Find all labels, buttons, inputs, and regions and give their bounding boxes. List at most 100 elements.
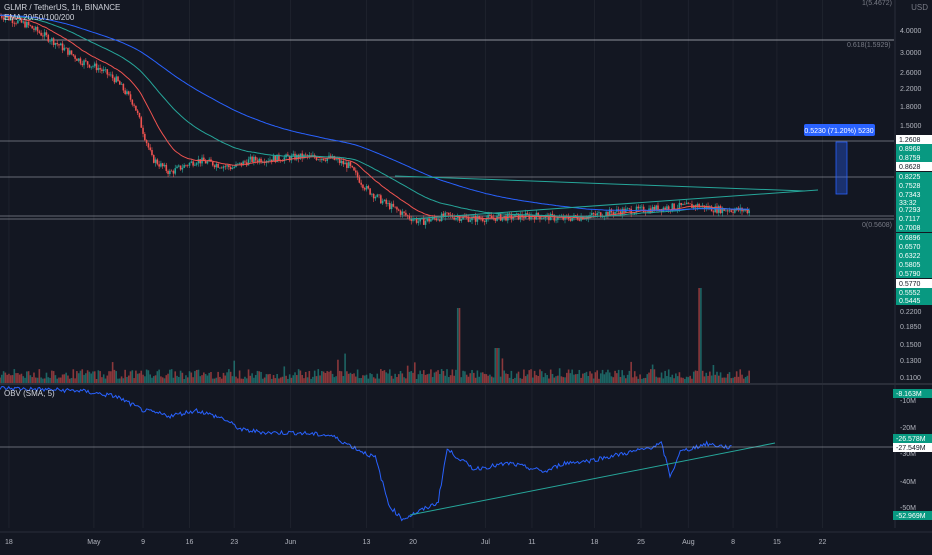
volume-bar	[67, 375, 69, 383]
volume-bar	[564, 377, 566, 383]
volume-bar	[614, 370, 616, 383]
candle	[296, 154, 298, 160]
volume-bar	[430, 369, 432, 383]
volume-bar	[335, 376, 337, 383]
candle	[149, 147, 151, 151]
price-tick-label: 2.2000	[900, 86, 922, 93]
candle	[725, 210, 727, 212]
volume-bar	[524, 376, 527, 383]
candle	[626, 208, 629, 210]
candle	[664, 207, 666, 210]
candle	[170, 170, 173, 172]
candle	[726, 210, 729, 212]
candle	[619, 211, 622, 215]
candle	[135, 105, 137, 111]
candle	[514, 214, 516, 218]
volume-bar	[739, 369, 742, 383]
candle	[437, 219, 439, 221]
volume-bar	[582, 373, 584, 383]
candle	[499, 214, 502, 221]
volume-bar	[726, 373, 729, 383]
volume-bar	[383, 370, 386, 383]
volume-bar	[104, 378, 107, 383]
volume-bar	[678, 372, 681, 383]
volume-bar	[2, 371, 5, 383]
volume-bar	[99, 371, 101, 383]
candle	[188, 162, 191, 166]
price-label-bg	[896, 190, 932, 199]
candle	[70, 50, 73, 55]
volume-bar	[553, 377, 556, 383]
volume-bar	[709, 371, 711, 383]
indicator-legend[interactable]: EMA 20/50/100/200	[4, 13, 75, 22]
price-label: 0.5770	[899, 281, 921, 288]
candle	[42, 35, 44, 37]
candle	[474, 216, 477, 222]
obv-line	[0, 385, 732, 522]
volume-bar	[612, 377, 615, 383]
price-tick-label: 0.1100	[900, 375, 921, 382]
candle	[245, 162, 248, 166]
candle	[269, 159, 271, 161]
volume-bar	[76, 371, 78, 383]
volume-bar	[651, 364, 654, 383]
candle	[678, 202, 681, 209]
candle	[319, 159, 321, 161]
obv-tick-label: -20M	[900, 425, 916, 432]
volume-bar	[85, 373, 87, 383]
volume-bar	[278, 378, 280, 383]
volume-bar	[421, 373, 423, 383]
volume-bar	[710, 375, 713, 383]
volume-bar	[580, 377, 582, 383]
volume-bar	[735, 371, 738, 383]
volume-bar	[319, 375, 321, 383]
volume-bar	[721, 377, 724, 383]
candle	[58, 44, 60, 46]
volume-bar	[294, 372, 296, 383]
time-tick-label: 22	[819, 539, 827, 546]
volume-bar	[170, 369, 173, 383]
volume-bar	[492, 377, 495, 383]
candle	[440, 213, 443, 222]
volume-bar	[589, 371, 591, 383]
volume-bar	[154, 375, 157, 383]
candle	[79, 58, 82, 64]
candle	[707, 205, 709, 209]
obv-pane-label[interactable]: OBV (SMA, 5)	[4, 389, 55, 398]
symbol-title[interactable]: GLMR / TetherUS, 1h, BINANCE	[4, 3, 121, 12]
candle	[228, 165, 230, 168]
candle	[267, 160, 269, 162]
candle	[367, 186, 370, 189]
volume-bar	[424, 374, 427, 383]
volume-bar	[358, 378, 361, 383]
price-label-bg	[896, 279, 932, 288]
volume-bar	[428, 373, 430, 383]
volume-bar	[587, 375, 590, 383]
candle	[215, 163, 218, 168]
candle	[158, 164, 160, 167]
volume-bar	[72, 369, 75, 383]
candle	[723, 208, 725, 211]
price-label-bg	[896, 162, 932, 171]
candle	[542, 218, 545, 219]
volume-bar	[469, 373, 472, 383]
candle	[401, 211, 404, 215]
price-tick-label: 3.0000	[900, 50, 922, 57]
volume-bar	[208, 372, 210, 383]
candle	[551, 213, 554, 216]
volume-bar	[707, 375, 709, 383]
upper-trendline	[394, 175, 806, 192]
price-label-bg	[896, 153, 932, 162]
volume-bar	[653, 369, 656, 383]
volume-bar	[583, 373, 586, 383]
volume-bar	[714, 374, 716, 383]
volume-bar	[616, 373, 618, 383]
ema50-line	[0, 14, 750, 218]
candle	[524, 213, 527, 219]
candle	[36, 26, 39, 32]
ema100-line	[0, 14, 750, 211]
volume-bar	[74, 378, 76, 383]
candle	[601, 217, 604, 218]
